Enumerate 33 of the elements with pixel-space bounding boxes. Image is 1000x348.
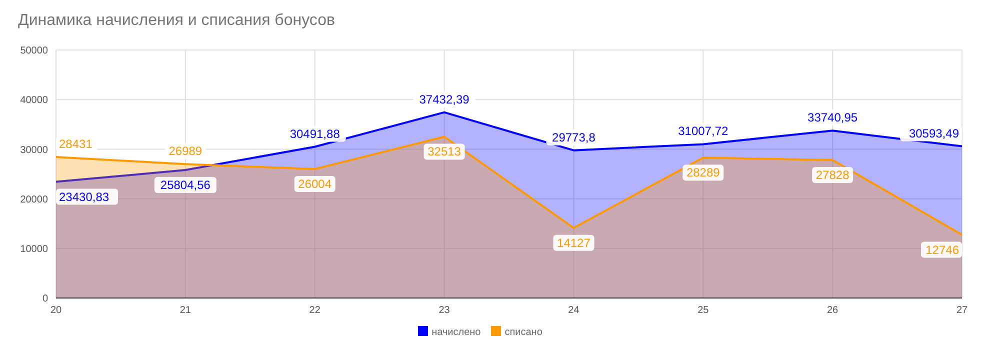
data-label: 23430,83	[59, 190, 110, 204]
data-label: 12746	[926, 242, 960, 257]
y-tick-label: 20000	[20, 194, 48, 206]
x-tick-label: 24	[568, 305, 580, 316]
x-tick-label: 20	[50, 305, 62, 316]
legend-label: начислено	[432, 327, 481, 338]
data-label: 27828	[816, 168, 850, 182]
y-tick-label: 10000	[20, 244, 48, 255]
x-tick-label: 26	[827, 305, 839, 316]
y-tick-label: 0	[42, 294, 48, 305]
data-label: 25804,56	[160, 178, 211, 192]
y-tick-label: 30000	[20, 144, 48, 156]
data-label: 28289	[686, 166, 720, 180]
data-label: 33740,95	[808, 110, 858, 125]
x-tick-label: 21	[180, 305, 192, 316]
data-label: 14127	[557, 236, 591, 250]
data-label: 37432,39	[419, 92, 470, 106]
x-tick-label: 27	[956, 305, 968, 316]
data-label: 26004	[298, 177, 332, 192]
data-label: 31007,72	[678, 124, 728, 138]
data-label: 26989	[168, 144, 202, 158]
x-tick-label: 25	[698, 305, 710, 316]
data-label: 30593,49	[908, 126, 960, 140]
x-tick-label: 23	[438, 305, 450, 316]
legend-label: списано	[504, 327, 542, 338]
data-label: 30491,88	[290, 126, 340, 141]
y-tick-label: 40000	[20, 95, 48, 106]
data-label: 28431	[59, 136, 93, 151]
data-label: 29773,8	[552, 130, 596, 144]
x-tick-label: 22	[309, 305, 321, 316]
y-tick-label: 50000	[20, 46, 48, 57]
data-label: 32513	[428, 144, 462, 159]
chart-title: Динамика начисления и списания бонусов	[17, 11, 336, 31]
